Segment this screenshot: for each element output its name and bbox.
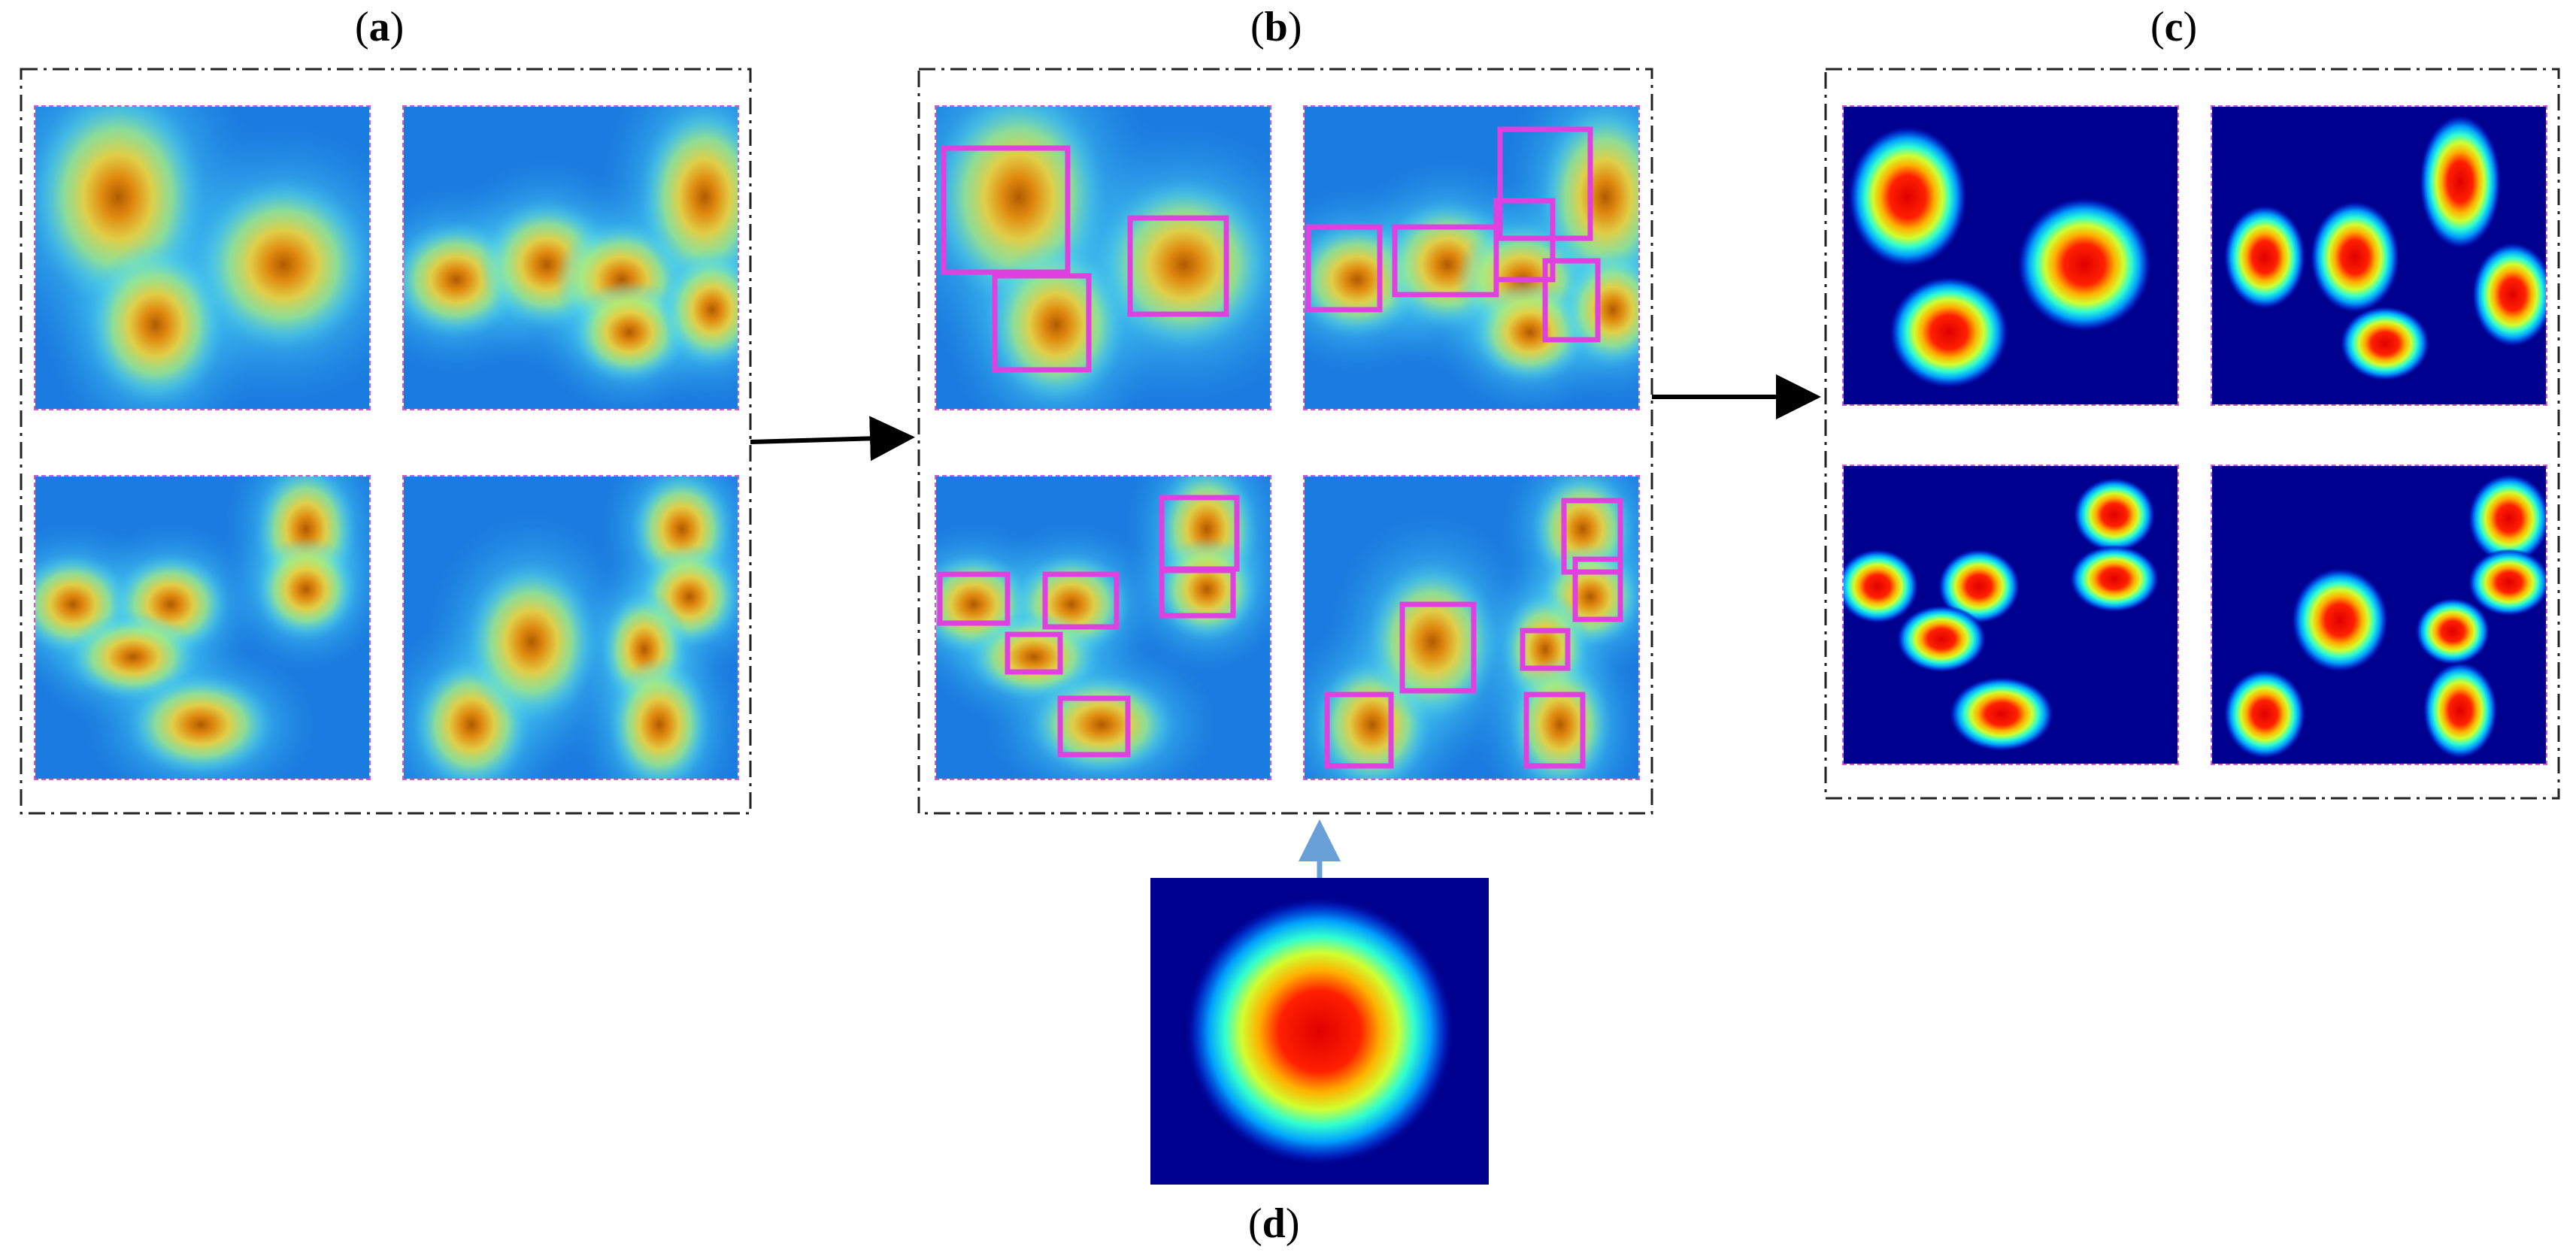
gaussian-blob [2419,114,2502,250]
tile-c-1 [1842,105,2179,406]
detection-box [1159,567,1236,619]
detection-box [1005,631,1063,675]
tile-a-1 [34,105,371,410]
label-a: (a) [355,4,405,50]
tile-a-3 [34,475,371,780]
gaussian-blob [2468,549,2546,616]
gaussian-blob [2223,204,2306,310]
gaussian-blob [1896,605,1987,673]
gaussian-blob [2415,598,2490,665]
gaussian-blob [2069,545,2159,613]
heat-blob [985,242,1128,407]
gaussian-blob [1889,276,2009,389]
detection-box [1042,571,1120,630]
gaussian-blob [2073,477,2156,552]
gaussian-blob [2423,661,2498,759]
gaussian-blob [1949,676,2054,752]
tile-b-2 [1303,105,1640,410]
heat-blob [569,280,689,385]
heat-blob [1094,174,1270,355]
detection-box [1324,692,1394,769]
heat-blob [1508,657,1613,779]
gaussian-blob [2017,197,2152,332]
detection-box [937,571,1011,626]
detection-box [1399,601,1477,694]
heat-blob [1026,672,1177,777]
heat-blob [126,672,276,777]
detection-box [1572,556,1623,622]
detection-box [1561,498,1623,575]
tile-c-2 [2211,105,2547,406]
gaussian-blob [1844,549,1919,624]
kernel-d [1150,878,1489,1185]
frame-a [20,68,752,815]
gaussian-blob [2291,567,2389,673]
detection-box [1542,258,1601,343]
detection-box [1305,224,1383,313]
heat-blob [1365,559,1500,725]
tile-b-3 [935,475,1271,780]
tile-a-4 [402,475,739,780]
detection-box [1523,692,1586,769]
gaussian-blob [1847,126,1968,268]
tile-b-1 [935,105,1271,410]
gaussian-blob [2340,306,2430,381]
detection-box [941,145,1071,275]
tile-a-2 [402,105,739,410]
heat-blob [659,250,738,370]
heat-blob [1470,280,1590,385]
gaussian-blob [2223,669,2306,759]
heat-blob [84,242,227,407]
gaussian-blob [2471,242,2546,347]
heat-blob [637,107,738,295]
detection-box [1057,695,1131,758]
gaussian-blob [2310,201,2400,313]
label-d: (d) [1248,1200,1300,1247]
tile-c-4 [2211,465,2547,765]
detection-box [1520,628,1571,671]
gaussian-kernel [1184,896,1455,1167]
tile-b-4 [1303,475,1640,780]
heat-blob [464,559,599,725]
label-b: (b) [1250,4,1302,50]
tile-c-3 [1842,465,2179,765]
frame-c [1824,68,2560,800]
frame-b [917,68,1653,815]
detection-box [992,273,1092,373]
heat-blob [1154,537,1259,642]
gaussian-blob [1938,549,2020,624]
heat-blob [193,174,369,355]
heat-blob [607,657,712,779]
heat-blob [253,537,359,642]
detection-box [1127,215,1229,317]
label-c: (c) [2150,4,2198,50]
arrow-a-to-b [750,416,915,462]
detection-box [1497,126,1593,241]
gaussian-blob [2468,474,2546,564]
